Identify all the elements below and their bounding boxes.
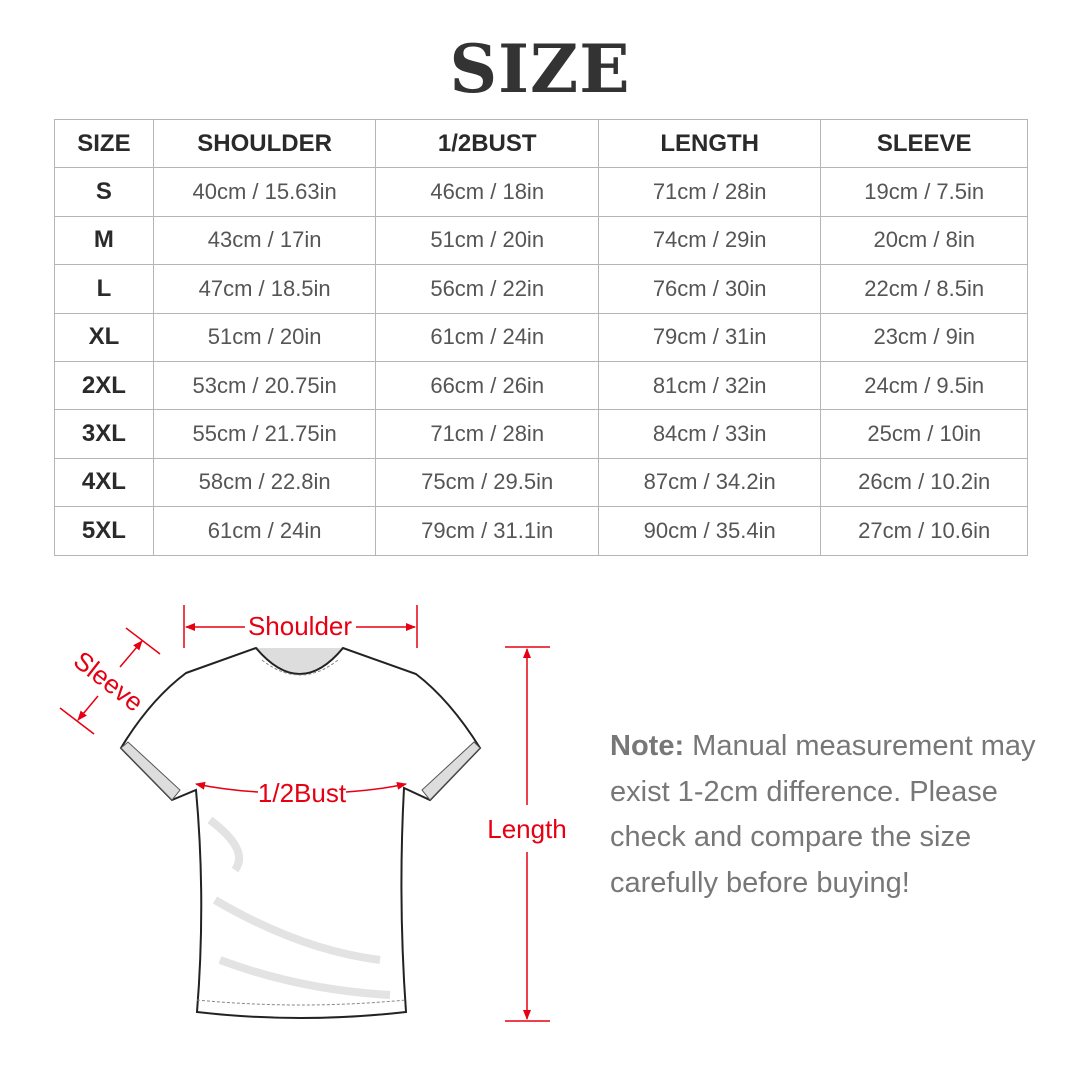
size-cell: S: [54, 167, 154, 217]
measurement-cell: 79cm / 31.1in: [375, 506, 599, 556]
note: Note: Manual measurement may exist 1-2cm…: [610, 724, 1050, 906]
measurement-cell: 61cm / 24in: [152, 506, 377, 556]
table-row: 4XL 58cm / 22.8in 75cm / 29.5in 87cm / 34.2…: [54, 457, 1028, 508]
measurement-cell: 23cm / 9in: [820, 312, 1028, 362]
table-row: 2XL 53cm / 20.75in 66cm / 26in 81cm / 32in 2…: [54, 360, 1028, 411]
measurement-cell: 46cm / 18in: [375, 167, 599, 217]
measurement-cell: 53cm / 20.75in: [152, 360, 377, 411]
measurement-cell: 47cm / 18.5in: [152, 264, 377, 314]
table-row: 5XL 61cm / 24in 79cm / 31.1in 90cm / 35.4in…: [54, 506, 1028, 556]
size-cell: L: [54, 264, 154, 314]
table-row: XL 51cm / 20in 61cm / 24in 79cm / 31in 23cm …: [54, 312, 1028, 362]
size-cell: 3XL: [54, 409, 154, 459]
measurement-cell: 71cm / 28in: [597, 167, 822, 217]
size-cell: M: [54, 215, 154, 266]
measurement-cell: 90cm / 35.4in: [597, 506, 822, 556]
measurement-cell: 74cm / 29in: [597, 215, 822, 266]
measurement-cell: 51cm / 20in: [152, 312, 377, 362]
table-row: S 40cm / 15.63in 46cm / 18in 71cm / 28in 19c…: [54, 167, 1028, 217]
measurement-cell: 27cm / 10.6in: [820, 506, 1028, 556]
measurement-cell: 22cm / 8.5in: [820, 264, 1028, 314]
tshirt-diagram: Shoulder Sleeve 1/2Bust Length: [59, 605, 567, 1022]
size-cell: 5XL: [54, 506, 154, 556]
size-cell: XL: [54, 312, 154, 362]
page-title: SIZE: [449, 30, 631, 108]
measurement-cell: 25cm / 10in: [820, 409, 1028, 459]
measurement-cell: 40cm / 15.63in: [152, 167, 377, 217]
measurement-cell: 66cm / 26in: [375, 360, 599, 411]
measurement-cell: 55cm / 21.75in: [152, 409, 377, 459]
table-row: 3XL 55cm / 21.75in 71cm / 28in 84cm / 33in 2…: [54, 409, 1028, 459]
measurement-cell: 76cm / 30in: [597, 264, 822, 314]
measurement-cell: 61cm / 24in: [375, 312, 599, 362]
size-cell: 4XL: [54, 457, 154, 508]
column-header: SHOULDER: [152, 118, 377, 169]
size-table: SIZE SHOULDER 1/2BUST LENGTH SLEEVE S 40cm / …: [54, 118, 1028, 556]
measurement-cell: 51cm / 20in: [375, 215, 599, 266]
shoulder-label: Shoulder: [248, 611, 352, 641]
column-header: LENGTH: [597, 118, 822, 169]
bust-label: 1/2Bust: [258, 778, 347, 808]
measurement-cell: 56cm / 22in: [375, 264, 599, 314]
measurement-cell: 84cm / 33in: [597, 409, 822, 459]
column-header: 1/2BUST: [375, 118, 599, 169]
measurement-cell: 26cm / 10.2in: [820, 457, 1028, 508]
table-row: L 47cm / 18.5in 56cm / 22in 76cm / 30in 22cm…: [54, 264, 1028, 314]
measurement-cell: 81cm / 32in: [597, 360, 822, 411]
measurement-cell: 43cm / 17in: [152, 215, 377, 266]
note-text: Manual measurement may exist 1-2cm diffe…: [610, 730, 1036, 899]
measurement-cell: 20cm / 8in: [820, 215, 1028, 266]
measurement-cell: 79cm / 31in: [597, 312, 822, 362]
note-label: Note:: [610, 730, 685, 762]
length-label: Length: [487, 814, 567, 844]
measurement-cell: 87cm / 34.2in: [597, 457, 822, 508]
table-header-row: SIZE SHOULDER 1/2BUST LENGTH SLEEVE: [54, 118, 1028, 169]
tshirt-icon: [119, 646, 482, 1019]
measurement-cell: 75cm / 29.5in: [375, 457, 599, 508]
column-header: SIZE: [54, 118, 154, 169]
size-cell: 2XL: [54, 360, 154, 411]
measurement-cell: 71cm / 28in: [375, 409, 599, 459]
measurement-cell: 24cm / 9.5in: [820, 360, 1028, 411]
measurement-cell: 19cm / 7.5in: [820, 167, 1028, 217]
column-header: SLEEVE: [820, 118, 1028, 169]
table-row: M 43cm / 17in 51cm / 20in 74cm / 29in 20cm /…: [54, 215, 1028, 266]
sleeve-label: Sleeve: [68, 645, 149, 718]
measurement-cell: 58cm / 22.8in: [152, 457, 377, 508]
